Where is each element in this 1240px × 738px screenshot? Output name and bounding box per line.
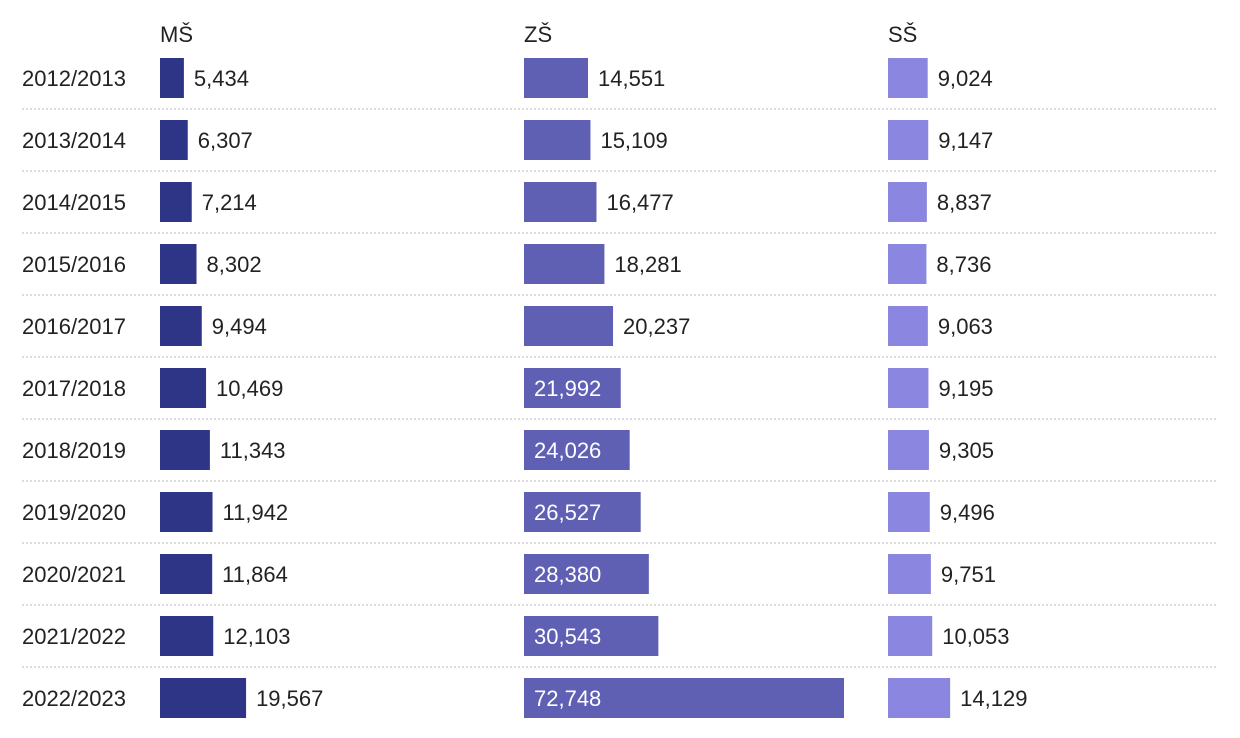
- category-label: 2015/2016: [22, 252, 126, 277]
- category-label: 2021/2022: [22, 624, 126, 649]
- bar-0: [160, 678, 247, 718]
- bar-0: [160, 306, 202, 346]
- data-label: 9,024: [938, 66, 993, 91]
- data-label: 8,837: [937, 190, 992, 215]
- data-label: 8,302: [207, 252, 262, 277]
- bar-1: [524, 678, 844, 718]
- data-label: 9,494: [212, 314, 267, 339]
- data-label: 10,469: [216, 376, 283, 401]
- bar-1: [524, 182, 597, 222]
- data-label: 10,053: [942, 624, 1009, 649]
- bar-2: [888, 554, 931, 594]
- bar-2: [888, 244, 927, 284]
- data-label: 5,434: [194, 66, 249, 91]
- data-label: 9,063: [938, 314, 993, 339]
- data-label: 9,195: [938, 376, 993, 401]
- bar-0: [160, 120, 188, 160]
- data-label: 12,103: [223, 624, 290, 649]
- data-label: 16,477: [606, 190, 673, 215]
- bar-0: [160, 368, 207, 408]
- data-label: 11,942: [223, 500, 289, 525]
- bar-2: [888, 368, 929, 408]
- category-label: 2017/2018: [22, 376, 126, 401]
- data-label: 14,551: [598, 66, 665, 91]
- category-label: 2019/2020: [22, 500, 126, 525]
- category-label: 2018/2019: [22, 438, 126, 463]
- data-label: 26,527: [534, 500, 601, 525]
- bar-2: [888, 306, 928, 346]
- panel-header-2: SŠ: [888, 22, 917, 47]
- bar-1: [524, 306, 614, 346]
- category-label: 2016/2017: [22, 314, 126, 339]
- data-label: 18,281: [614, 252, 681, 277]
- data-label: 11,864: [222, 562, 288, 587]
- bar-1: [524, 58, 589, 98]
- bar-2: [888, 678, 951, 718]
- bar-1: [524, 430, 630, 470]
- data-label: 6,307: [198, 128, 253, 153]
- panel-header-0: MŠ: [160, 22, 193, 47]
- bar-1: [524, 616, 659, 656]
- bar-0: [160, 554, 213, 594]
- data-label: 11,343: [220, 438, 286, 463]
- data-label: 7,214: [202, 190, 257, 215]
- data-label: 28,380: [534, 562, 601, 587]
- bar-1: [524, 120, 591, 160]
- data-label: 72,748: [534, 686, 601, 711]
- data-label: 24,026: [534, 438, 601, 463]
- data-label: 21,992: [534, 376, 601, 401]
- data-label: 30,543: [534, 624, 601, 649]
- category-label: 2022/2023: [22, 686, 126, 711]
- panel-header-1: ZŠ: [524, 22, 552, 47]
- bar-2: [888, 492, 930, 532]
- bar-2: [888, 120, 929, 160]
- data-label: 20,237: [623, 314, 690, 339]
- bar-0: [160, 616, 214, 656]
- data-label: 14,129: [960, 686, 1027, 711]
- bar-0: [160, 244, 197, 284]
- data-label: 9,147: [938, 128, 993, 153]
- category-label: 2014/2015: [22, 190, 126, 215]
- bar-2: [888, 430, 929, 470]
- data-label: 9,496: [940, 500, 995, 525]
- data-label: 15,109: [600, 128, 667, 153]
- category-label: 2013/2014: [22, 128, 126, 153]
- bar-1: [524, 492, 641, 532]
- bar-2: [888, 58, 928, 98]
- bar-2: [888, 616, 933, 656]
- bar-1: [524, 368, 621, 408]
- bar-0: [160, 492, 213, 532]
- category-label: 2020/2021: [22, 562, 126, 587]
- data-label: 19,567: [256, 686, 323, 711]
- bar-1: [524, 244, 605, 284]
- bar-0: [160, 58, 184, 98]
- bar-1: [524, 554, 649, 594]
- data-label: 8,736: [936, 252, 991, 277]
- data-label: 9,751: [941, 562, 996, 587]
- bar-2: [888, 182, 927, 222]
- data-label: 9,305: [939, 438, 994, 463]
- category-label: 2012/2013: [22, 66, 126, 91]
- bar-0: [160, 182, 192, 222]
- bar-0: [160, 430, 210, 470]
